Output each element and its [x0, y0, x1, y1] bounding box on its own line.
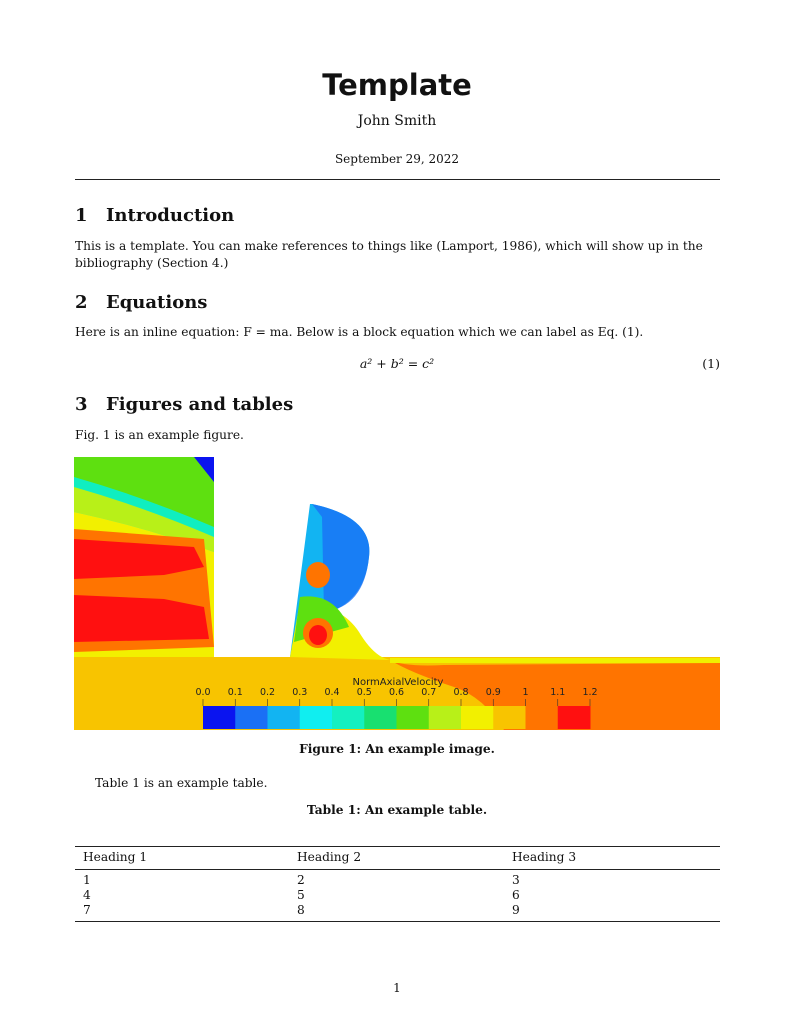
colorbar-cell [364, 706, 397, 729]
equation-number: (1) [702, 356, 720, 371]
colorbar-cell [461, 706, 494, 729]
table-cell: 6 [512, 888, 520, 902]
colorbar-cell [332, 706, 365, 729]
table-cell: 5 [297, 888, 305, 902]
section-2-text: Here is an inline equation: F = ma. Belo… [75, 325, 644, 339]
colorbar-title: NormAxialVelocity [353, 677, 444, 688]
colorbar-cell [235, 706, 268, 729]
author: John Smith [357, 113, 437, 129]
colorbar-cell [267, 706, 301, 729]
velocity-contour-figure: 0.0 0.1 0.2 0.3 0.4 0.5 0.6 0.7 0.8 0.9 1 1.1 1.2 No… [74, 457, 720, 730]
colorbar-tick-label: 0.0 [195, 687, 210, 698]
colorbar-tick-label: 1.2 [582, 687, 597, 698]
colorbar-cell [428, 706, 462, 729]
page-number: 1 [393, 981, 401, 995]
section-heading-3: 3 Figures and tables [75, 394, 294, 415]
colorbar-cell [493, 706, 526, 729]
colorbar-tick-label: 1 [522, 687, 528, 698]
colorbar: 0.0 0.1 0.2 0.3 0.4 0.5 0.6 0.7 0.8 0.9 1 1.1 1.2 [195, 687, 598, 729]
table-top-rule [75, 846, 720, 847]
table-header: Heading 1 [83, 850, 148, 864]
table-mid-rule [75, 869, 720, 870]
section-heading-1: 1 Introduction [75, 205, 235, 226]
section-3-text: Fig. 1 is an example figure. [75, 428, 244, 442]
figure-caption: Figure 1: An example image. [299, 742, 495, 756]
table-cell: 3 [512, 873, 520, 887]
colorbar-tick-label: 0.8 [453, 687, 468, 698]
title-rule [75, 179, 720, 180]
colorbar-tick-label: 0.3 [292, 687, 307, 698]
colorbar-tick-label: 0.2 [260, 687, 275, 698]
table-cell: 4 [83, 888, 91, 902]
date: September 29, 2022 [334, 152, 460, 166]
table-cell: 1 [83, 873, 91, 887]
colorbar-cell [299, 706, 333, 729]
table-cell: 2 [297, 873, 305, 887]
table-reference-text: Table 1 is an example table. [95, 776, 268, 790]
colorbar-tick-label: 0.4 [324, 687, 339, 698]
table-header: Heading 3 [512, 850, 577, 864]
table-cell: 7 [83, 903, 91, 917]
table-caption: Table 1: An example table. [306, 803, 488, 817]
colorbar-tick-label: 0.1 [228, 687, 243, 698]
colorbar-tick-label: 0.9 [486, 687, 501, 698]
section-1-text: This is a template. You can make referen… [75, 239, 703, 270]
colorbar-cell [396, 706, 430, 729]
section-heading-2: 2 Equations [75, 292, 208, 313]
colorbar-cell [525, 706, 559, 729]
block-equation: a² + b² = c² [359, 356, 435, 371]
colorbar-tick-label: 0.6 [389, 687, 404, 698]
table-bottom-rule [75, 921, 720, 922]
colorbar-tick-label: 0.7 [421, 687, 436, 698]
colorbar-cell [557, 706, 591, 729]
table-cell: 9 [512, 903, 520, 917]
table-header: Heading 2 [297, 850, 362, 864]
colorbar-tick-label: 1.1 [550, 687, 565, 698]
table-cell: 8 [297, 903, 305, 917]
colorbar-cell [203, 706, 236, 729]
paper-title: Template [322, 68, 472, 102]
colorbar-tick-label: 0.5 [357, 687, 372, 698]
